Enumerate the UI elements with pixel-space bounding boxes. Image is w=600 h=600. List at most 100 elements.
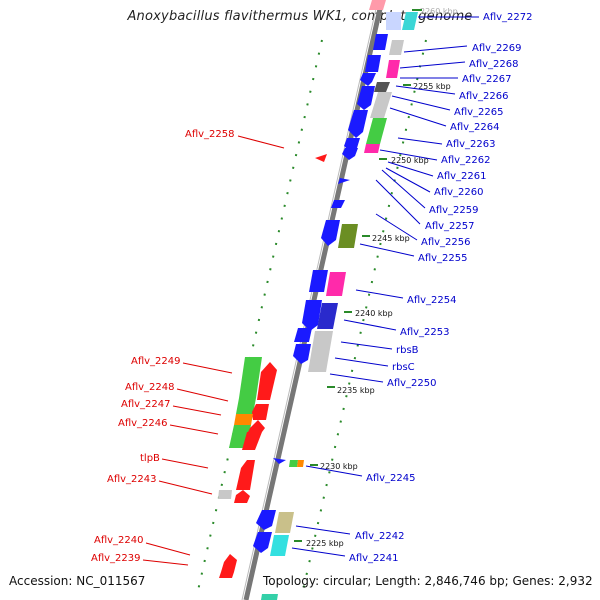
kbp-mark-2235: 2235 kbp (327, 386, 375, 395)
svg-text:Aflv_2245: Aflv_2245 (366, 473, 416, 484)
kbp-label-2260: 2260 kbp (420, 7, 458, 16)
label-aflv-2247[interactable]: Aflv_2247 (121, 399, 222, 416)
gene-aflv-2262 (366, 118, 387, 144)
svg-text:Aflv_2254: Aflv_2254 (407, 295, 457, 306)
svg-text:Aflv_2259: Aflv_2259 (429, 205, 479, 216)
svg-text:Aflv_2266: Aflv_2266 (459, 91, 509, 102)
gene-aflv-2240 (221, 554, 237, 572)
label-rbsb[interactable]: rbsB (340, 341, 419, 356)
topology-text: Topology: circular; Length: 2,846,746 bp… (263, 574, 593, 588)
left-gene-labels: Aflv_2258 Aflv_2249 Aflv_2248 Aflv_2247 … (91, 129, 285, 566)
label-aflv-2258[interactable]: Aflv_2258 (185, 129, 285, 149)
label-aflv-2267[interactable]: Aflv_2267 (400, 74, 512, 85)
gene-top-left (369, 0, 386, 10)
svg-text:Aflv_2249: Aflv_2249 (131, 356, 181, 367)
svg-text:Aflv_2269: Aflv_2269 (472, 43, 522, 54)
label-rbsc[interactable]: rbsC (334, 357, 415, 373)
gene-aflv-2263 (348, 110, 368, 138)
label-tlpb[interactable]: tlpB (140, 453, 209, 469)
gene-aflv-2245b (289, 460, 298, 467)
label-aflv-2260[interactable]: Aflv_2260 (385, 167, 484, 198)
label-aflv-2262[interactable]: Aflv_2262 (379, 149, 491, 166)
label-aflv-2269[interactable]: Aflv_2269 (403, 43, 522, 54)
gene-aflv-2266 (374, 82, 390, 92)
gene-aflv-2245a (273, 458, 286, 464)
label-aflv-2259[interactable]: Aflv_2259 (381, 169, 479, 216)
label-aflv-2254[interactable]: Aflv_2254 (355, 289, 457, 306)
svg-text:rbsB: rbsB (396, 345, 419, 356)
svg-text:Aflv_2257: Aflv_2257 (425, 221, 475, 232)
gene-aflv-2246-red (248, 420, 265, 432)
svg-text:Aflv_2248: Aflv_2248 (125, 382, 175, 393)
kbp-mark-2255: 2255 kbp (403, 82, 451, 91)
label-aflv-2243[interactable]: Aflv_2243 (107, 474, 213, 495)
label-aflv-2239[interactable]: Aflv_2239 (91, 553, 189, 566)
kbp-mark-2250: 2250 kbp (379, 156, 429, 165)
gene-aflv-2262b (364, 144, 380, 153)
gene-aflv-2248-red (252, 404, 269, 420)
label-aflv-2253[interactable]: Aflv_2253 (343, 319, 450, 338)
gene-aflv-2250 (308, 331, 333, 372)
label-aflv-2255[interactable]: Aflv_2255 (359, 243, 468, 264)
gene-aflv-2268 (365, 55, 381, 72)
label-aflv-2246[interactable]: Aflv_2246 (118, 418, 219, 435)
kbp-label-2235: 2235 kbp (337, 386, 375, 395)
kbp-label-2245: 2245 kbp (372, 234, 410, 243)
svg-text:Aflv_2267: Aflv_2267 (462, 74, 512, 85)
right-gene-labels: Aflv_2272 Aflv_2269 Aflv_2268 Aflv_2267 … (291, 12, 533, 564)
kbp-label-2250: 2250 kbp (391, 156, 429, 165)
gene-aflv-2247-orange (234, 414, 253, 425)
svg-text:Aflv_2253: Aflv_2253 (400, 327, 450, 338)
svg-text:rbsC: rbsC (392, 362, 415, 373)
svg-text:Aflv_2239: Aflv_2239 (91, 553, 141, 564)
label-aflv-2256[interactable]: Aflv_2256 (375, 213, 471, 248)
kbp-label-2225: 2225 kbp (306, 539, 344, 548)
gene-aflv-2255 (338, 224, 358, 248)
label-aflv-2264[interactable]: Aflv_2264 (389, 107, 500, 133)
label-aflv-2242[interactable]: Aflv_2242 (295, 525, 405, 542)
gene-aflv-2256 (321, 220, 340, 246)
gene-aflv-2253b (317, 303, 338, 329)
label-aflv-2263[interactable]: Aflv_2263 (397, 137, 496, 150)
gene-aflv-2253a (302, 300, 322, 331)
gene-aflv-2242a (256, 510, 276, 530)
label-aflv-2265[interactable]: Aflv_2265 (391, 95, 504, 118)
forward-strand-genes (253, 12, 418, 600)
label-aflv-2240[interactable]: Aflv_2240 (94, 535, 191, 556)
svg-text:Aflv_2246: Aflv_2246 (118, 418, 168, 429)
kbp-scale: 2260 kbp 2255 kbp 2250 kbp 2245 kbp 2240… (294, 7, 458, 548)
kbp-mark-2240: 2240 kbp (344, 309, 393, 318)
label-aflv-2272[interactable]: Aflv_2272 (418, 12, 533, 23)
svg-text:Aflv_2243: Aflv_2243 (107, 474, 157, 485)
svg-text:Aflv_2255: Aflv_2255 (418, 253, 468, 264)
gene-aflv-2269 (373, 34, 388, 50)
gene-bottom (261, 594, 278, 600)
accession-text: Accession: NC_011567 (9, 574, 146, 588)
label-aflv-2248[interactable]: Aflv_2248 (125, 382, 229, 402)
gene-rbsc (293, 344, 311, 364)
svg-text:Aflv_2260: Aflv_2260 (434, 187, 484, 198)
label-aflv-2249[interactable]: Aflv_2249 (131, 356, 233, 374)
gene-aflv-2254b (326, 272, 346, 296)
gene-aflv-2268b (386, 60, 400, 78)
reverse-strand-genes (218, 0, 386, 578)
gene-aflv-2257 (338, 178, 350, 184)
label-aflv-2250[interactable]: Aflv_2250 (329, 373, 437, 389)
label-aflv-2261[interactable]: Aflv_2261 (387, 161, 487, 182)
kbp-mark-2225: 2225 kbp (294, 539, 344, 548)
svg-text:Aflv_2263: Aflv_2263 (446, 139, 496, 150)
label-aflv-2241[interactable]: Aflv_2241 (291, 547, 399, 564)
gene-aflv-2249-green (239, 357, 262, 398)
svg-text:Aflv_2241: Aflv_2241 (349, 553, 399, 564)
gene-aflv-2242b (275, 512, 294, 533)
kbp-mark-2230: 2230 kbp (310, 462, 358, 471)
gene-tlpb (236, 460, 255, 490)
gene-aflv-2267 (360, 73, 376, 86)
gene-aflv-2248-green (236, 398, 256, 414)
label-aflv-2257[interactable]: Aflv_2257 (375, 179, 475, 232)
label-aflv-2245[interactable]: Aflv_2245 (305, 465, 416, 484)
gene-aflv-2272 (386, 12, 401, 30)
label-aflv-2268[interactable]: Aflv_2268 (399, 59, 519, 70)
label-aflv-2266[interactable]: Aflv_2266 (395, 85, 509, 102)
